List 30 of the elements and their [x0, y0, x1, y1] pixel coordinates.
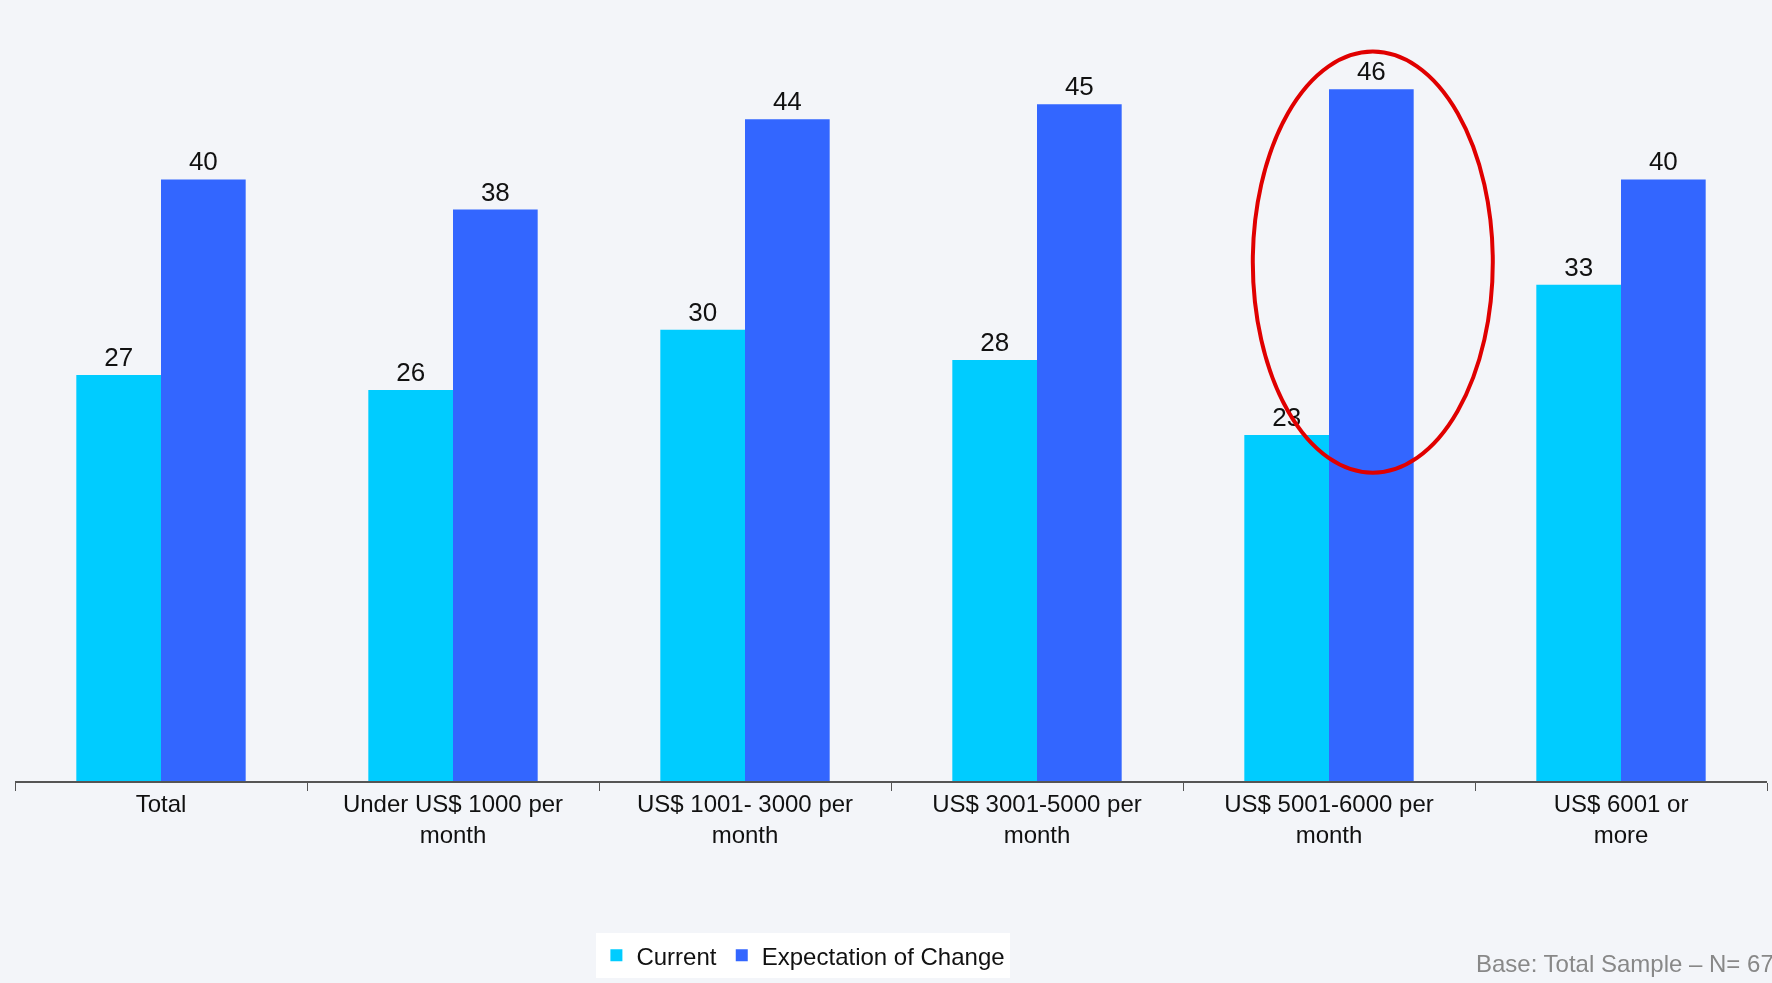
data-label: 26 — [396, 356, 426, 387]
data-label: 40 — [188, 146, 218, 177]
legend-label: Current — [636, 942, 717, 970]
bar — [952, 359, 1037, 781]
data-label: 27 — [104, 341, 134, 372]
data-label: 30 — [688, 296, 718, 327]
x-tick-label: Under US$ 1000 per month — [342, 789, 564, 848]
x-tick-label: US$ 1001- 3000 per month — [636, 789, 854, 848]
x-tick-label: US$ 6001 or more — [1553, 789, 1689, 848]
bar — [1621, 179, 1706, 781]
data-label: 44 — [772, 86, 802, 117]
data-label: 40 — [1648, 146, 1678, 177]
legend-label: Expectation of Change — [761, 942, 1005, 970]
data-label: 33 — [1564, 251, 1594, 282]
data-label: 38 — [480, 176, 510, 207]
x-tick-label: US$ 5001-6000 per month — [1224, 789, 1434, 848]
x-tick-label: Total — [135, 789, 187, 817]
text: Base: Total Sample – N= 67 — [1476, 950, 1772, 977]
bar — [1536, 284, 1621, 781]
data-label: 45 — [1064, 71, 1094, 102]
bar — [660, 329, 745, 781]
bar — [745, 119, 830, 781]
bar — [453, 209, 538, 781]
bar — [1037, 104, 1122, 781]
x-tick-label: US$ 3001-5000 per month — [932, 789, 1142, 848]
bar — [368, 389, 453, 781]
bar — [76, 374, 161, 781]
data-label: 46 — [1356, 56, 1386, 87]
data-label: 28 — [980, 326, 1010, 357]
bar — [161, 179, 246, 781]
